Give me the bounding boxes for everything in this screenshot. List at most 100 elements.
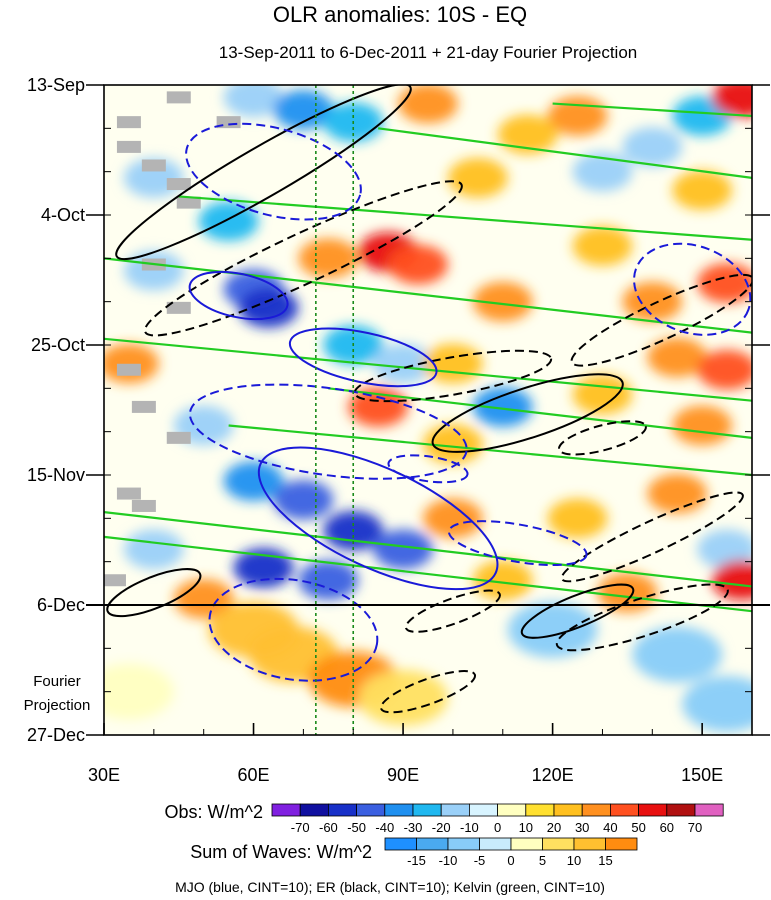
- kelvin-contour: [178, 195, 752, 241]
- y-tick-label: 27-Dec: [27, 725, 85, 745]
- heatmap-cell: [373, 343, 433, 384]
- missing-data-layer: [104, 91, 241, 587]
- chart-subtitle: 13-Sep-2011 to 6-Dec-2011 + 21-day Fouri…: [219, 43, 637, 62]
- mjo-contours: [185, 122, 752, 682]
- obs-colorbar-swatch: [610, 803, 640, 817]
- er-contour: [353, 349, 553, 403]
- missing-data-cell: [116, 487, 141, 500]
- projection-cell: [632, 626, 723, 683]
- mjo-contour: [188, 270, 289, 321]
- mjo-contour: [633, 242, 752, 336]
- projection-cell: [507, 601, 598, 658]
- missing-data-cell: [131, 400, 156, 413]
- heatmap-cell: [223, 461, 284, 502]
- obs-colorbar-swatch: [666, 803, 696, 817]
- chart-title: OLR anomalies: 10S - EQ: [273, 2, 527, 27]
- heatmap-cell: [398, 85, 458, 124]
- kelvin-contour: [104, 535, 752, 613]
- heatmap-cell: [572, 151, 633, 192]
- projection-cell: [682, 676, 752, 732]
- missing-data-cell: [104, 574, 126, 587]
- obs-colorbar-tick: -70: [291, 820, 310, 835]
- obs-colorbar-tick: 10: [519, 820, 533, 835]
- missing-data-cell: [216, 116, 241, 129]
- x-tick-label: 60E: [238, 765, 270, 785]
- kelvin-contour: [328, 387, 752, 439]
- heatmap-cell: [223, 85, 284, 118]
- y-tick-label: 4-Oct: [41, 205, 85, 225]
- waves-colorbar-swatch: [479, 837, 512, 851]
- obs-colorbar-swatch: [412, 803, 442, 817]
- plot-area: [104, 85, 752, 735]
- er-contour: [520, 583, 635, 639]
- missing-data-cell: [131, 499, 156, 512]
- heatmap-cell: [622, 127, 683, 167]
- kelvin-contour: [104, 257, 752, 334]
- obs-colorbar-tick: -60: [319, 820, 338, 835]
- heatmap-cell: [123, 529, 184, 570]
- waves-colorbar-label: Sum of Waves: W/m^2: [190, 842, 372, 862]
- heatmap-cell: [298, 560, 359, 601]
- waves-colorbar-swatch: [416, 837, 449, 851]
- obs-colorbar-swatch: [327, 803, 357, 817]
- heatmap-cell: [572, 226, 633, 266]
- mjo-contour: [447, 520, 588, 567]
- heatmap-cell: [104, 343, 159, 384]
- obs-colorbar-tick: -20: [432, 820, 451, 835]
- obs-colorbar-swatch: [638, 803, 668, 817]
- waves-colorbar-swatch: [605, 837, 638, 851]
- reference-lines: [315, 85, 355, 735]
- obs-colorbar-tick: 70: [688, 820, 702, 835]
- heatmap-cell: [572, 374, 633, 415]
- obs-colorbar-tick: -30: [404, 820, 423, 835]
- er-contours: [106, 85, 752, 714]
- waves-colorbar-tick: 10: [567, 853, 581, 868]
- x-tick-label: 150E: [681, 765, 723, 785]
- heatmap-cell: [173, 579, 234, 619]
- obs-colorbar-swatch: [384, 803, 414, 817]
- waves-colorbar-swatch: [573, 837, 606, 851]
- kelvin-contour: [552, 102, 752, 118]
- heatmap-cell: [672, 170, 733, 211]
- waves-colorbar-tick: -10: [439, 853, 458, 868]
- missing-data-cell: [116, 116, 141, 129]
- heatmap-cell: [712, 560, 752, 601]
- plot-frame: [103, 84, 753, 736]
- er-contour: [570, 273, 752, 367]
- missing-data-cell: [166, 431, 191, 444]
- heatmap-cell: [447, 158, 508, 198]
- obs-colorbar-swatch: [581, 803, 611, 817]
- waves-colorbar-swatch: [447, 837, 480, 851]
- obs-colorbar-tick: -10: [460, 820, 479, 835]
- waves-colorbar-tick: 0: [507, 853, 514, 868]
- y-tick-label: 6-Dec: [37, 595, 85, 615]
- kelvin-contour: [104, 511, 752, 588]
- heatmap-cell: [273, 479, 334, 520]
- missing-data-cell: [176, 196, 201, 209]
- missing-data-cell: [166, 178, 191, 191]
- waves-colorbar-swatch: [510, 837, 543, 851]
- er-contour: [431, 373, 624, 453]
- y-tick-label: 15-Nov: [27, 465, 85, 485]
- obs-colorbar-swatch: [553, 803, 583, 817]
- obs-colorbar-tick: 50: [631, 820, 645, 835]
- heatmap-cell: [647, 337, 708, 378]
- heatmap-cell: [597, 572, 658, 613]
- kelvin-contours: [104, 102, 752, 613]
- er-contour: [555, 583, 729, 652]
- er-contour: [560, 491, 744, 583]
- heatmap-cell: [123, 250, 184, 291]
- heatmap-cell: [712, 85, 752, 118]
- obs-colorbar-swatch: [271, 803, 301, 817]
- waves-colorbar-tick: 15: [598, 853, 612, 868]
- heatmap-cell: [273, 89, 334, 130]
- heatmap-cell: [497, 114, 558, 155]
- heatmap-cell: [423, 498, 483, 539]
- obs-colorbar-tick: -50: [347, 820, 366, 835]
- er-contour: [115, 85, 412, 261]
- heatmap-cell: [647, 473, 708, 514]
- heatmap-cell: [547, 498, 608, 539]
- obs-colorbar-swatch: [299, 803, 329, 817]
